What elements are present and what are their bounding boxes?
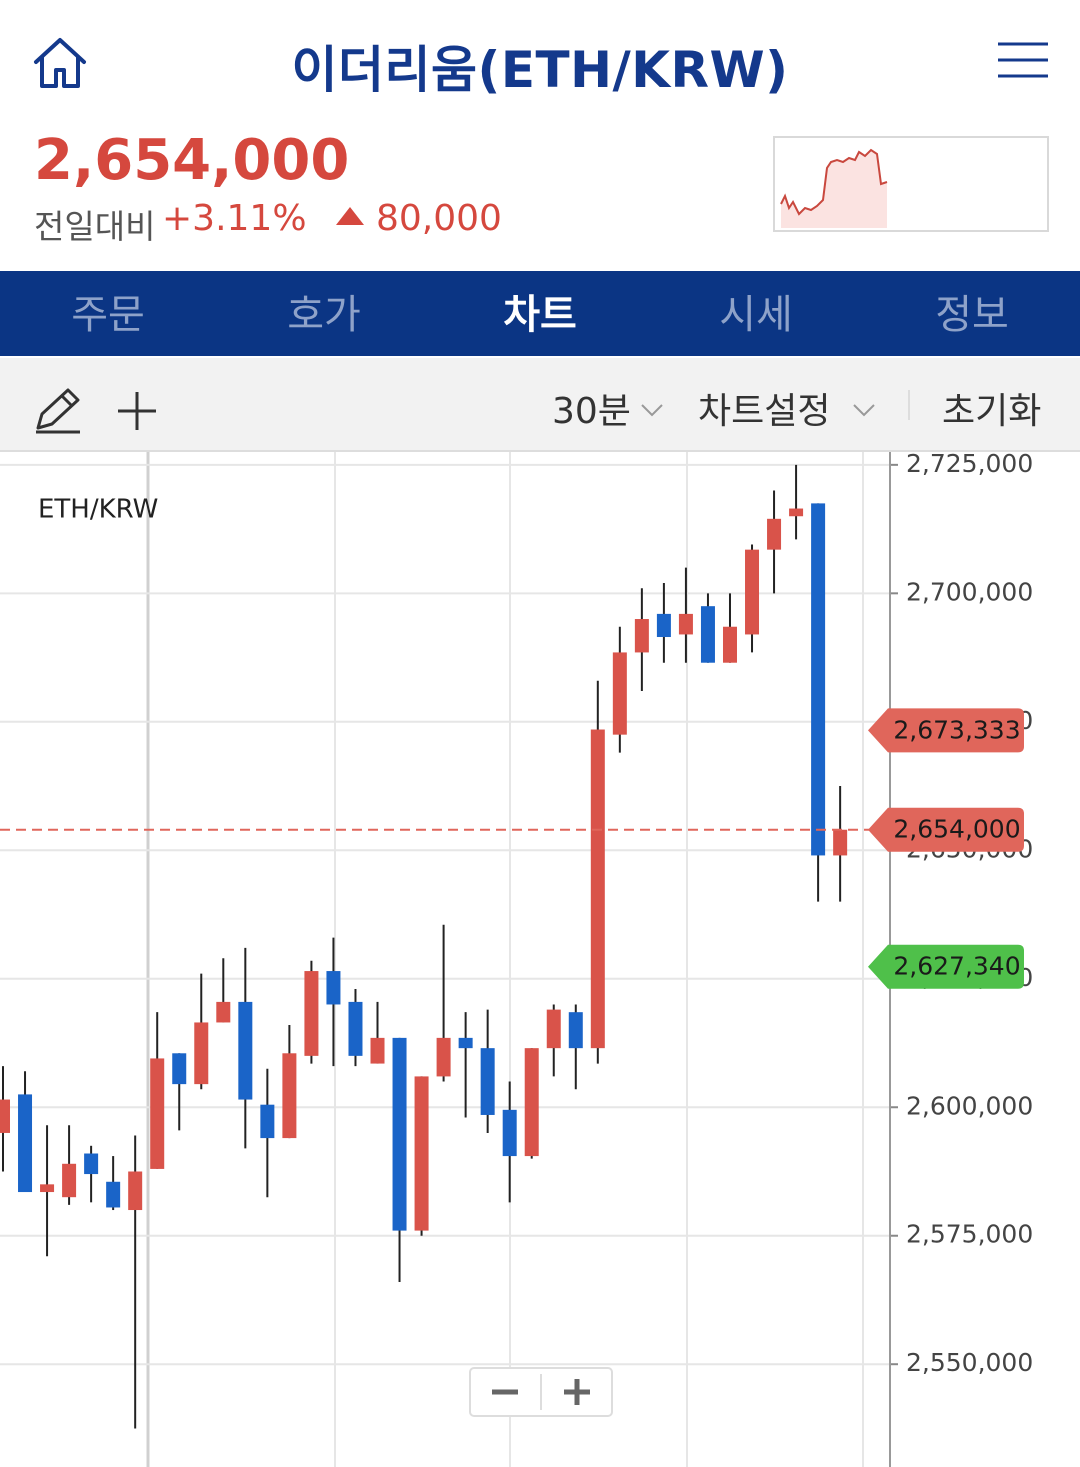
candle-body (370, 1037, 385, 1064)
candle-body (612, 652, 627, 735)
candle-body (128, 1171, 143, 1211)
interval-select[interactable]: 30분 (552, 391, 631, 432)
price-tag (868, 944, 1024, 989)
chart-settings[interactable]: 차트설정 (698, 391, 831, 432)
candle-body (414, 1076, 429, 1231)
chart-label: ETH/KRW (38, 495, 158, 525)
zoom-controls (469, 1367, 613, 1417)
candle-body (502, 1109, 517, 1157)
price-tag-label: 2,627,340 (893, 952, 1020, 981)
candle-body (722, 626, 737, 663)
zoom-in-button[interactable] (564, 1379, 590, 1405)
candle-body (348, 1001, 363, 1056)
tab[interactable]: 시세 (719, 292, 793, 338)
current-price: 2,654,000 (34, 128, 350, 193)
dropdown-arrow (641, 404, 663, 417)
change-label: 전일대비 (34, 207, 156, 246)
candle-body (304, 971, 319, 1056)
candle-body (216, 1001, 231, 1023)
tab-bar: 주문 호가 차트 시세 정보 (0, 271, 1080, 356)
tab[interactable]: 정보 (935, 292, 1009, 338)
candle-body (282, 1053, 297, 1139)
draw-button[interactable] (34, 388, 84, 434)
change-percent: +3.11% (162, 198, 307, 239)
candle-body (260, 1104, 275, 1139)
candle-body (40, 1184, 55, 1193)
candle-body (789, 508, 804, 517)
candle-body (634, 619, 649, 653)
y-tick-label: 2,725,000 (906, 452, 1033, 478)
reset-button[interactable]: 초기화 (942, 391, 1042, 432)
candle-body (480, 1048, 495, 1115)
candle-body (392, 1037, 407, 1231)
y-tick-label: 2,550,000 (906, 1348, 1033, 1377)
divider (908, 390, 910, 420)
candle-body (172, 1053, 187, 1085)
price-tag (868, 708, 1024, 753)
menu-button[interactable] (998, 40, 1050, 82)
candle-body (458, 1037, 473, 1049)
candle-body (767, 518, 782, 550)
candle-body (590, 729, 605, 1049)
candle-body (106, 1181, 121, 1208)
candle-body (546, 1009, 561, 1049)
candle-body (436, 1037, 451, 1077)
candle-body (568, 1012, 583, 1049)
page-title: 이더리움(ETH/KRW) (291, 41, 789, 99)
candle-body (833, 829, 848, 856)
change-amount: 80,000 (376, 198, 502, 239)
candle-body (656, 613, 671, 638)
mini-chart[interactable] (773, 136, 1049, 232)
candle-body (700, 606, 715, 663)
tab[interactable]: 호가 (287, 292, 361, 338)
candle-body (18, 1094, 33, 1193)
y-tick-label: 2,700,000 (906, 577, 1033, 606)
candle-body (238, 1001, 253, 1100)
candle-body (84, 1153, 99, 1175)
candlestick-chart: 2,550,0002,575,0002,600,0002,625,0002,65… (0, 452, 1033, 1467)
candle-body (524, 1048, 539, 1157)
tab[interactable]: 주문 (71, 292, 145, 338)
price-tag-label: 2,654,000 (893, 815, 1020, 844)
candle-body (62, 1163, 77, 1198)
candle-body (678, 613, 693, 635)
price-tag (868, 807, 1024, 852)
candle-body (0, 1099, 10, 1133)
up-arrow (336, 207, 364, 225)
mini-chart-graphic (780, 148, 888, 228)
home-button[interactable] (30, 34, 90, 92)
y-tick-label: 2,575,000 (906, 1220, 1033, 1249)
candle-body (150, 1058, 165, 1169)
chart-toolbar: 30분 차트설정 초기화 (0, 358, 1080, 452)
tab[interactable]: 차트 (503, 292, 577, 338)
candle-body (194, 1022, 209, 1085)
candle-body (745, 549, 760, 635)
dropdown-arrow (853, 404, 875, 417)
candle-body (811, 503, 826, 856)
candle-body (326, 971, 341, 1005)
add-indicator-button[interactable] (116, 390, 158, 432)
price-tag-label: 2,673,333 (893, 715, 1020, 744)
y-tick-label: 2,600,000 (906, 1091, 1033, 1120)
